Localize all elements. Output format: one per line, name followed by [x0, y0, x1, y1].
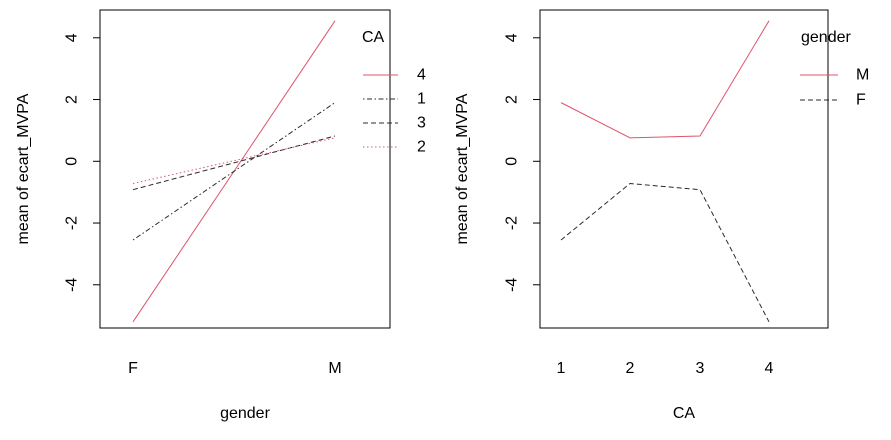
- y-axis-label: mean of ecart_MVPA: [15, 93, 32, 244]
- x-tick-label: 4: [765, 360, 774, 377]
- legend-label-F: F: [856, 92, 866, 109]
- y-axis-label: mean of ecart_MVPA: [454, 93, 471, 244]
- legend-label-4: 4: [417, 67, 426, 84]
- y-tick-label: 2: [504, 95, 521, 104]
- chart-panel-2: -4 -2 0 2 4 1 2 3 4 CA mean of ecart_MVPA gender MF: [454, 9, 869, 422]
- y-tick-label: -2: [64, 216, 81, 230]
- y-tick-label: 0: [64, 157, 81, 166]
- x-axis-label: gender: [220, 405, 270, 422]
- y-tick-label: 2: [64, 95, 81, 104]
- y-tick-label: 4: [504, 33, 521, 42]
- x-tick-label: M: [328, 360, 341, 377]
- legend-label-2: 2: [417, 139, 426, 156]
- x-tick-label: 3: [696, 360, 705, 377]
- series-line-1: [132, 102, 336, 241]
- y-tick-label: -2: [504, 216, 521, 230]
- series-line-2: [132, 137, 336, 184]
- legend-title: gender: [801, 29, 851, 46]
- plot-frame: [539, 9, 829, 329]
- plot-frame: [99, 9, 391, 329]
- x-tick-label: F: [128, 360, 138, 377]
- y-tick-label: -4: [64, 278, 81, 292]
- legend-label-1: 1: [417, 91, 426, 108]
- series-line-3: [132, 135, 336, 191]
- x-tick-label: 1: [557, 360, 566, 377]
- y-tick-label: 0: [504, 157, 521, 166]
- x-axis-label: CA: [673, 405, 696, 422]
- legend-label-M: M: [856, 67, 869, 84]
- legend-label-3: 3: [417, 115, 426, 132]
- legend-title: CA: [362, 29, 385, 46]
- series-line-M: [560, 20, 770, 139]
- y-tick-label: 4: [64, 33, 81, 42]
- y-tick-label: -4: [504, 278, 521, 292]
- x-tick-label: 2: [626, 360, 635, 377]
- series-line-F: [560, 182, 770, 323]
